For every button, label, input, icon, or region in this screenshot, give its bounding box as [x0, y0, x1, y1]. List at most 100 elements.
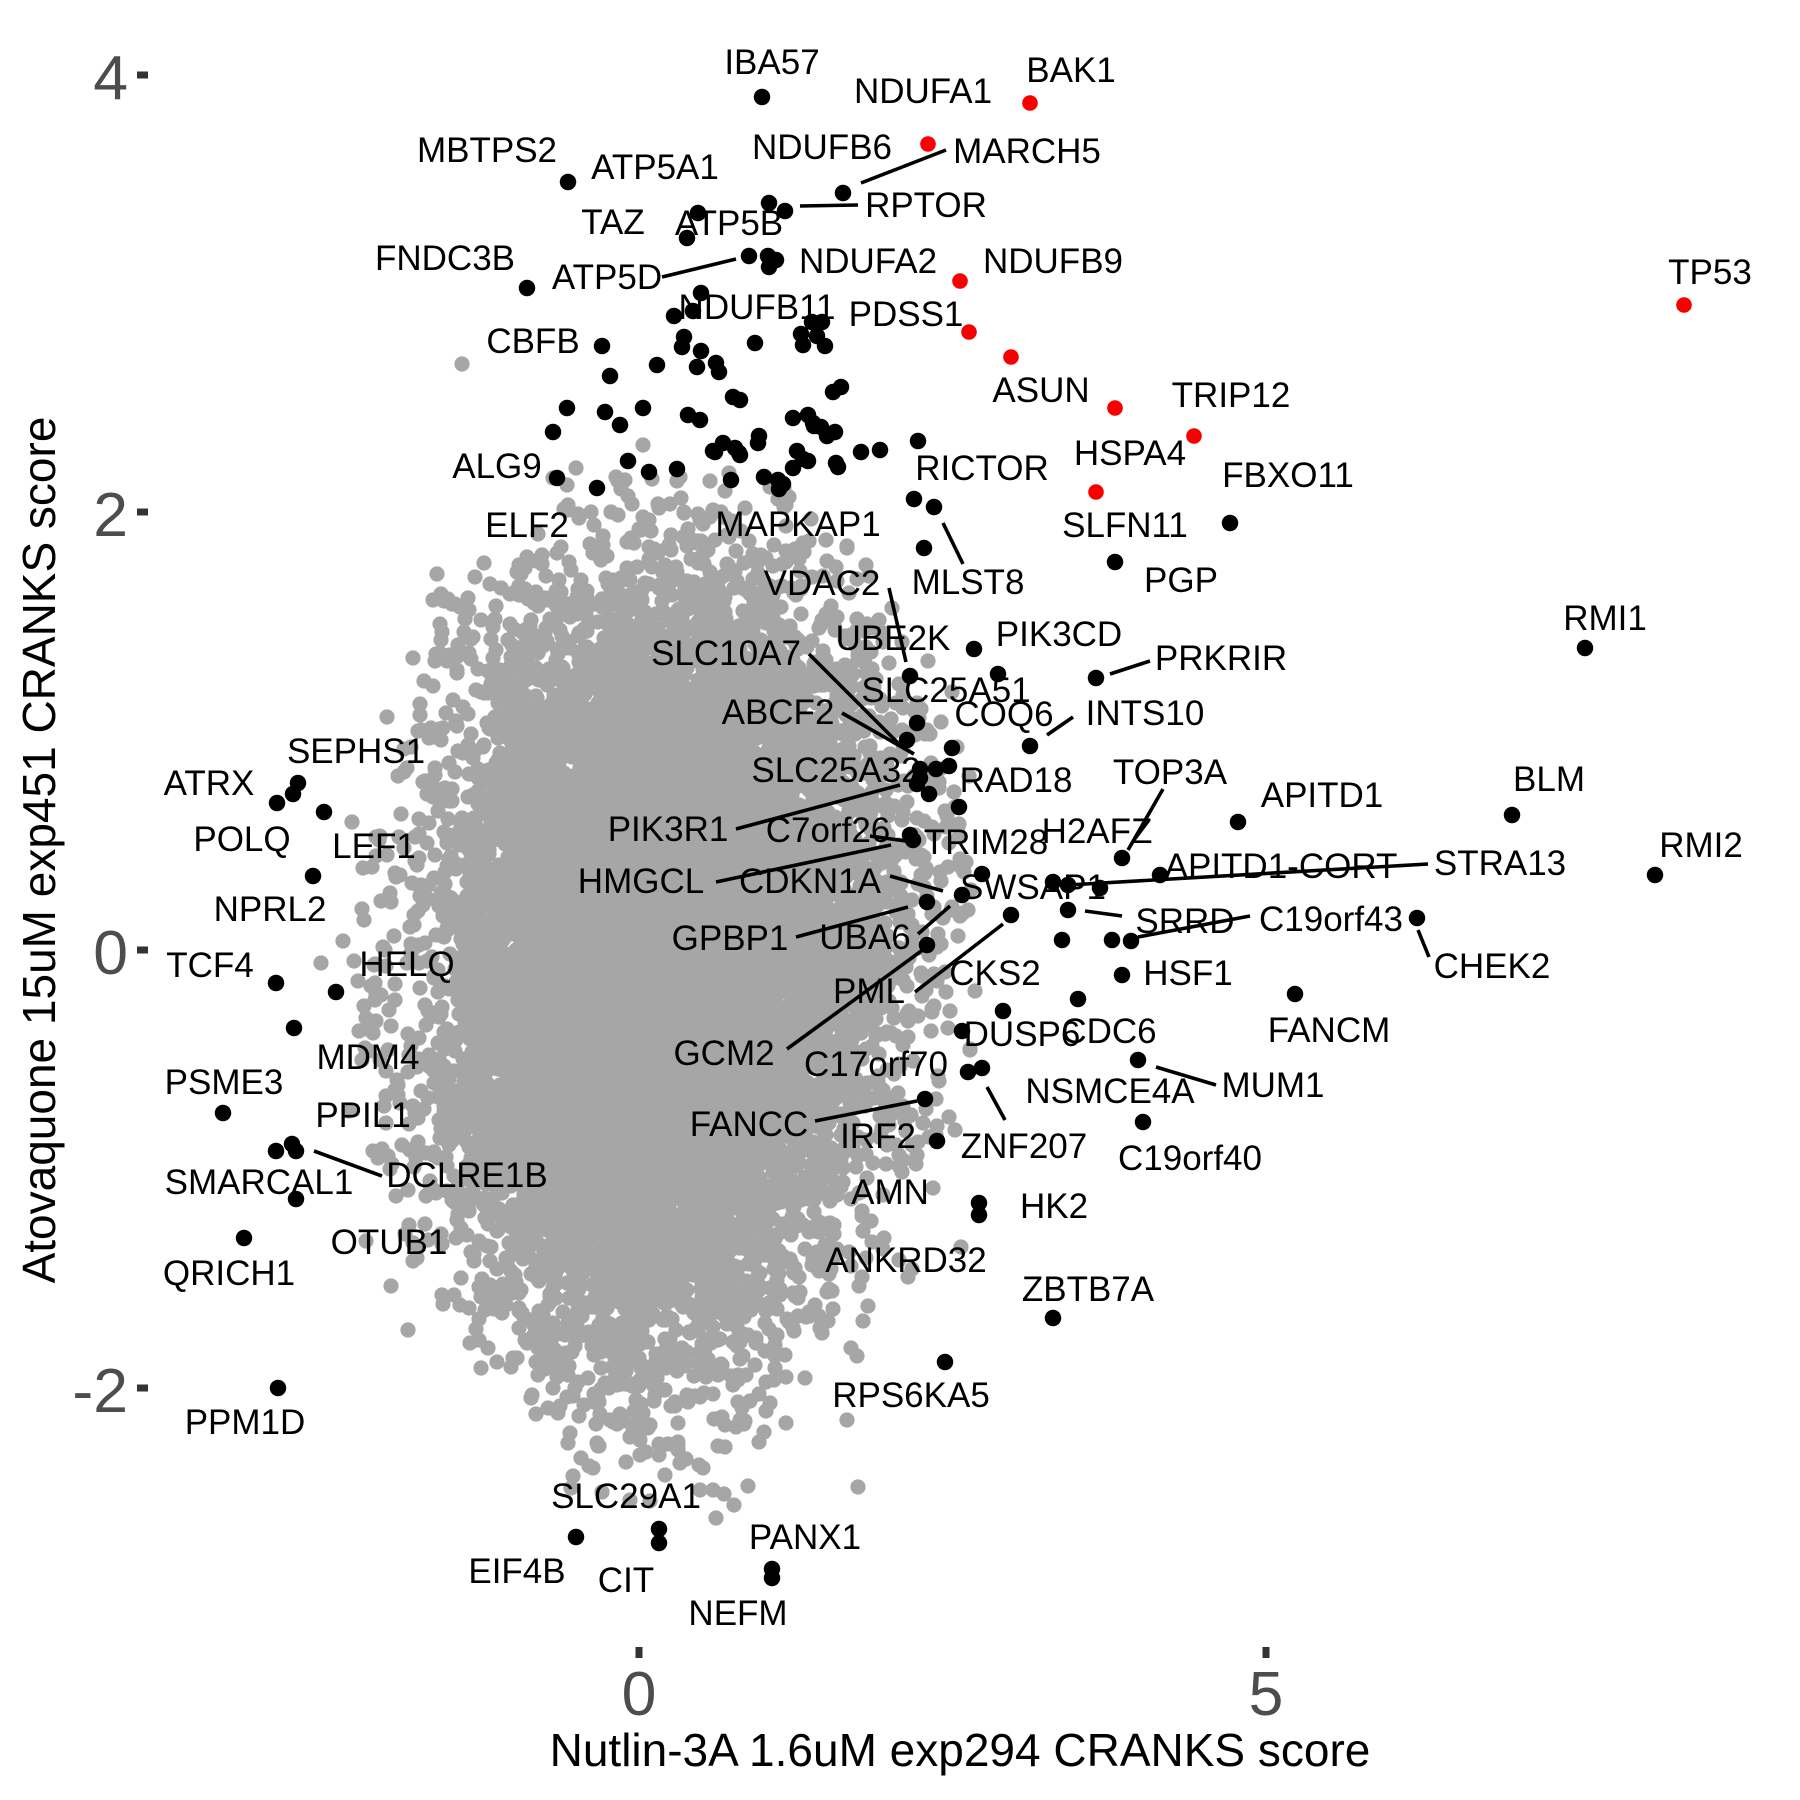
svg-text:ATP5B: ATP5B	[675, 204, 783, 243]
svg-text:PRKRIR: PRKRIR	[1155, 639, 1287, 678]
svg-text:CDKN1A: CDKN1A	[739, 862, 882, 901]
svg-text:GPBP1: GPBP1	[672, 919, 789, 958]
svg-text:C19orf40: C19orf40	[1118, 1139, 1262, 1178]
svg-text:MDM4: MDM4	[316, 1038, 419, 1077]
svg-text:5: 5	[1249, 1659, 1284, 1729]
svg-text:ATRX: ATRX	[164, 764, 255, 803]
svg-text:TOP3A: TOP3A	[1113, 753, 1228, 792]
svg-text:TRIP12: TRIP12	[1172, 376, 1291, 415]
svg-text:SLFN11: SLFN11	[1062, 506, 1188, 545]
svg-text:ZBTB7A: ZBTB7A	[1022, 1270, 1155, 1309]
svg-text:ZNF207: ZNF207	[961, 1127, 1087, 1166]
svg-text:2: 2	[93, 480, 128, 550]
svg-text:HELQ: HELQ	[359, 945, 454, 984]
svg-text:TCF4: TCF4	[166, 946, 254, 985]
svg-text:RICTOR: RICTOR	[915, 449, 1049, 488]
svg-text:CDC6: CDC6	[1061, 1012, 1156, 1051]
svg-text:DUSP6: DUSP6	[964, 1015, 1081, 1054]
svg-text:MUM1: MUM1	[1221, 1066, 1324, 1105]
svg-text:MLST8: MLST8	[912, 563, 1025, 602]
svg-text:MARCH5: MARCH5	[953, 132, 1101, 171]
svg-text:ASUN: ASUN	[992, 371, 1089, 410]
svg-text:BLM: BLM	[1513, 760, 1585, 799]
svg-text:OTUB1: OTUB1	[331, 1223, 448, 1262]
svg-text:BAK1: BAK1	[1026, 51, 1116, 90]
svg-text:MAPKAP1: MAPKAP1	[715, 505, 880, 544]
svg-text:HK2: HK2	[1020, 1187, 1088, 1226]
svg-text:TAZ: TAZ	[581, 203, 645, 242]
svg-text:ABCF2: ABCF2	[722, 693, 835, 732]
svg-text:RAD18: RAD18	[960, 761, 1073, 800]
svg-text:ANKRD32: ANKRD32	[825, 1241, 986, 1280]
svg-text:VDAC2: VDAC2	[764, 564, 881, 603]
svg-text:-2: -2	[72, 1356, 128, 1426]
svg-text:LEF1: LEF1	[332, 827, 416, 866]
svg-text:DCLRE1B: DCLRE1B	[386, 1156, 547, 1195]
svg-text:SLC10A7: SLC10A7	[651, 634, 801, 673]
svg-text:PANX1: PANX1	[749, 1518, 861, 1557]
svg-text:APITD1: APITD1	[1261, 776, 1384, 815]
svg-text:QRICH1: QRICH1	[163, 1254, 295, 1293]
svg-text:EIF4B: EIF4B	[468, 1552, 565, 1591]
svg-text:ATP5A1: ATP5A1	[591, 148, 719, 187]
svg-text:RPS6KA5: RPS6KA5	[832, 1376, 990, 1415]
svg-text:MBTPS2: MBTPS2	[417, 131, 557, 170]
svg-text:ELF2: ELF2	[485, 506, 569, 545]
svg-text:NDUFA2: NDUFA2	[799, 242, 937, 281]
svg-text:TRIM28: TRIM28	[924, 823, 1048, 862]
svg-text:4: 4	[93, 43, 128, 113]
svg-text:SEPHS1: SEPHS1	[287, 732, 425, 771]
svg-text:CKS2: CKS2	[949, 954, 1040, 993]
svg-text:SMARCAL1: SMARCAL1	[165, 1163, 354, 1202]
svg-text:NDUFB6: NDUFB6	[752, 128, 892, 167]
svg-text:STRA13: STRA13	[1434, 844, 1566, 883]
svg-text:FANCM: FANCM	[1268, 1011, 1391, 1050]
svg-text:C7orf26: C7orf26	[766, 811, 891, 850]
svg-text:CIT: CIT	[598, 1561, 654, 1600]
svg-text:NSMCE4A: NSMCE4A	[1025, 1072, 1195, 1111]
svg-text:UBA6: UBA6	[819, 918, 910, 957]
svg-text:SLC29A1: SLC29A1	[551, 1477, 701, 1516]
svg-text:ATP5D: ATP5D	[552, 258, 662, 297]
svg-text:AMN: AMN	[851, 1173, 929, 1212]
svg-text:PIK3R1: PIK3R1	[608, 810, 729, 849]
svg-text:PPM1D: PPM1D	[185, 1403, 306, 1442]
svg-text:APITD1-CORT: APITD1-CORT	[1165, 847, 1398, 886]
svg-text:SRRD: SRRD	[1135, 902, 1234, 941]
svg-text:0: 0	[622, 1659, 657, 1729]
svg-text:0: 0	[93, 918, 128, 988]
svg-text:H2AFZ: H2AFZ	[1042, 812, 1153, 851]
svg-text:SLC25A51: SLC25A51	[861, 671, 1030, 710]
svg-text:NDUFB11: NDUFB11	[679, 288, 836, 327]
svg-text:INTS10: INTS10	[1086, 694, 1205, 733]
svg-text:IRF2: IRF2	[840, 1117, 916, 1156]
svg-text:FANCC: FANCC	[690, 1105, 809, 1144]
svg-text:RMI1: RMI1	[1563, 599, 1647, 638]
svg-text:PSME3: PSME3	[165, 1063, 284, 1102]
svg-text:SWSAP1: SWSAP1	[960, 868, 1106, 907]
svg-text:GCM2: GCM2	[673, 1034, 774, 1073]
svg-text:NDUFA1: NDUFA1	[854, 72, 992, 111]
svg-text:FBXO11: FBXO11	[1222, 456, 1354, 495]
svg-text:FNDC3B: FNDC3B	[375, 239, 515, 278]
svg-text:Atovaquone 15uM exp451 CRANKS: Atovaquone 15uM exp451 CRANKS score	[13, 417, 65, 1284]
svg-text:NEFM: NEFM	[688, 1594, 787, 1633]
svg-text:COQ6: COQ6	[954, 695, 1053, 734]
svg-text:RMI2: RMI2	[1659, 826, 1743, 865]
svg-text:PGP: PGP	[1144, 561, 1218, 600]
svg-text:Nutlin-3A 1.6uM exp294 CRANKS: Nutlin-3A 1.6uM exp294 CRANKS score	[550, 1724, 1371, 1776]
svg-text:PDSS1: PDSS1	[849, 295, 964, 334]
svg-text:UBE2K: UBE2K	[836, 619, 951, 658]
svg-text:HSPA4: HSPA4	[1074, 434, 1186, 473]
svg-text:CBFB: CBFB	[486, 322, 579, 361]
svg-text:ALG9: ALG9	[452, 447, 542, 486]
svg-text:SLC25A32: SLC25A32	[751, 751, 920, 790]
svg-text:C19orf43: C19orf43	[1259, 900, 1403, 939]
svg-text:RPTOR: RPTOR	[865, 186, 987, 225]
svg-text:CHEK2: CHEK2	[1434, 947, 1551, 986]
svg-text:NPRL2: NPRL2	[214, 890, 327, 929]
svg-text:NDUFB9: NDUFB9	[983, 242, 1123, 281]
svg-text:PML: PML	[833, 972, 905, 1011]
svg-text:HSF1: HSF1	[1143, 954, 1232, 993]
svg-text:PPIL1: PPIL1	[315, 1096, 410, 1135]
